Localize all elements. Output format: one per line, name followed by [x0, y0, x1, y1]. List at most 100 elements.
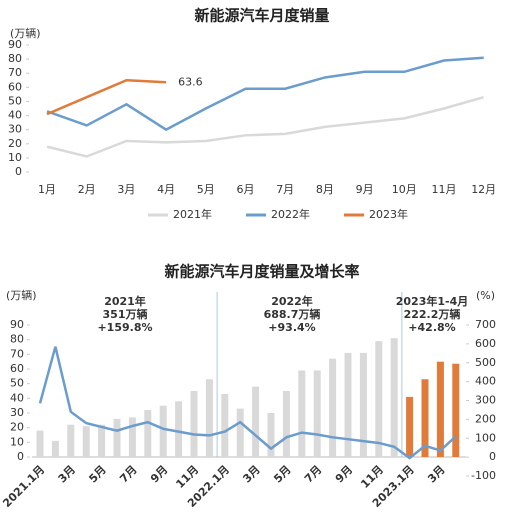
- y2-tick-label: -100: [471, 469, 496, 482]
- x-tick-label: 12月: [471, 183, 496, 196]
- x-tick-label: 5月: [86, 463, 108, 485]
- bar: [67, 424, 75, 457]
- bar: [421, 379, 429, 457]
- y-tick-label: 30: [8, 123, 22, 136]
- bar: [329, 358, 337, 457]
- bar: [236, 408, 244, 457]
- x-tick-label: 11月: [432, 183, 457, 196]
- growth-line: [38, 346, 457, 460]
- y-tick-label: 50: [10, 377, 24, 390]
- x-tick-label: 7月: [117, 463, 139, 485]
- y2-tick-label: 700: [475, 318, 496, 331]
- annotation: 2021年: [104, 294, 146, 308]
- x-tick-label: 9月: [356, 183, 374, 196]
- bar: [282, 391, 290, 457]
- annotation: 351万辆: [103, 307, 148, 321]
- y-axis-label: (万辆): [6, 288, 37, 302]
- bar: [190, 391, 198, 457]
- bar: [221, 393, 229, 457]
- x-tick-label: 2月: [78, 183, 96, 196]
- annotation: 2022年: [271, 294, 313, 308]
- x-tick-label: 3月: [117, 183, 135, 196]
- y-tick-label: 0: [17, 450, 24, 463]
- bar: [375, 341, 383, 457]
- y2-tick-label: 200: [475, 412, 496, 425]
- annotation: 688.7万辆: [264, 307, 321, 321]
- bar: [359, 352, 367, 457]
- bar: [313, 370, 321, 457]
- bar: [36, 430, 44, 457]
- y-tick-label: 20: [10, 421, 24, 434]
- y-axis-label: (万辆): [10, 26, 41, 40]
- bar: [344, 352, 352, 457]
- bar: [436, 361, 444, 457]
- x-tick-label: 9月: [333, 463, 355, 485]
- y2-tick-label: 100: [475, 431, 496, 444]
- x-tick-label: 8月: [316, 183, 334, 196]
- chart-title: 新能源汽车月度销量: [194, 7, 329, 25]
- y-tick-label: 20: [8, 137, 22, 150]
- y-tick-label: 30: [10, 406, 24, 419]
- bar: [128, 417, 136, 457]
- x-tick-label: 11月: [173, 463, 201, 491]
- y-tick-label: 10: [8, 151, 22, 164]
- x-tick-label: 10月: [392, 183, 417, 196]
- series-line: [46, 79, 167, 116]
- x-tick-label: 3月: [425, 463, 447, 485]
- y-tick-label: 90: [10, 318, 24, 331]
- y-tick-label: 10: [10, 435, 24, 448]
- annotation: 222.2万辆: [404, 307, 461, 321]
- y-tick-label: 50: [8, 94, 22, 107]
- y-tick-label: 60: [8, 80, 22, 93]
- y-tick-label: 60: [10, 362, 24, 375]
- data-label: 63.6: [178, 75, 203, 88]
- y-tick-label: 40: [8, 109, 22, 122]
- y-tick-label: 70: [10, 347, 24, 360]
- bar: [113, 418, 121, 457]
- bar: [144, 410, 152, 457]
- x-tick-label: 5月: [271, 463, 293, 485]
- x-tick-label: 2021.1月: [0, 463, 47, 510]
- y-tick-label: 0: [15, 165, 22, 178]
- bar: [82, 426, 90, 457]
- x-tick-label: 9月: [148, 463, 170, 485]
- y-tick-label: 80: [8, 52, 22, 65]
- annotation: +159.8%: [97, 321, 152, 334]
- series-line: [46, 96, 485, 158]
- legend-label: 2021年: [173, 207, 212, 221]
- bar: [406, 396, 414, 457]
- annotation: +93.4%: [268, 321, 315, 334]
- x-tick-label: 1月: [38, 183, 56, 196]
- x-tick-label: 5月: [197, 183, 215, 196]
- y2-tick-label: 600: [475, 337, 496, 350]
- bar: [390, 338, 398, 457]
- y-tick-label: 90: [8, 38, 22, 51]
- bar: [175, 401, 183, 457]
- x-tick-label: 4月: [157, 183, 175, 196]
- bar: [298, 370, 306, 457]
- legend-label: 2022年: [271, 207, 310, 221]
- bar: [252, 386, 260, 457]
- x-tick-label: 7月: [302, 463, 324, 485]
- y2-axis-label: (%): [476, 289, 495, 302]
- bar: [159, 405, 167, 457]
- bar: [452, 363, 460, 457]
- chart-title: 新能源汽车月度销量及增长率: [164, 263, 359, 281]
- x-tick-label: 3月: [56, 463, 78, 485]
- bar: [51, 440, 59, 457]
- y2-tick-label: 300: [475, 394, 496, 407]
- annotation: +42.8%: [408, 321, 455, 334]
- bar: [267, 413, 275, 457]
- y-tick-label: 70: [8, 66, 22, 79]
- y2-tick-label: 400: [475, 375, 496, 388]
- legend-label: 2023年: [369, 207, 408, 221]
- bar: [98, 424, 106, 457]
- x-tick-label: 7月: [276, 183, 294, 196]
- x-tick-label: 11月: [358, 463, 386, 491]
- annotation: 2023年1-4月: [396, 294, 469, 308]
- x-tick-label: 6月: [237, 183, 255, 196]
- y-tick-label: 40: [10, 391, 24, 404]
- y2-tick-label: 500: [475, 356, 496, 369]
- series-line: [46, 56, 484, 132]
